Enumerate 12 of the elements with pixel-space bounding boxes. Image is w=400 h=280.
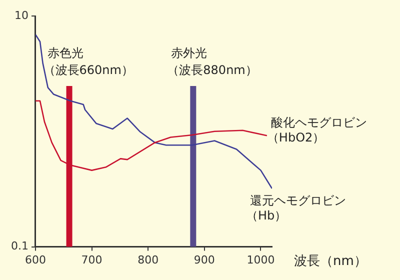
ref-line-label: 赤色光（波長660nm）: [43, 46, 134, 77]
y-tick-label: 0.1: [10, 240, 28, 253]
ref-line-label: 赤外光（波長880nm）: [167, 46, 258, 77]
y-tick-label: 10: [14, 8, 28, 22]
x-tick-label: 700: [81, 253, 102, 266]
series-label: 酸化ヘモグロビン（HbO2）: [266, 116, 367, 145]
x-axis-title: 波長（nm）: [294, 254, 367, 270]
text: 還元ヘモグロビン（Hb）: [246, 194, 346, 223]
x-tick-label: 800: [138, 253, 159, 266]
x-tick-label: 900: [194, 253, 215, 266]
x-tick-label: 600: [24, 253, 46, 266]
x-tick-label: 1000: [246, 253, 275, 266]
